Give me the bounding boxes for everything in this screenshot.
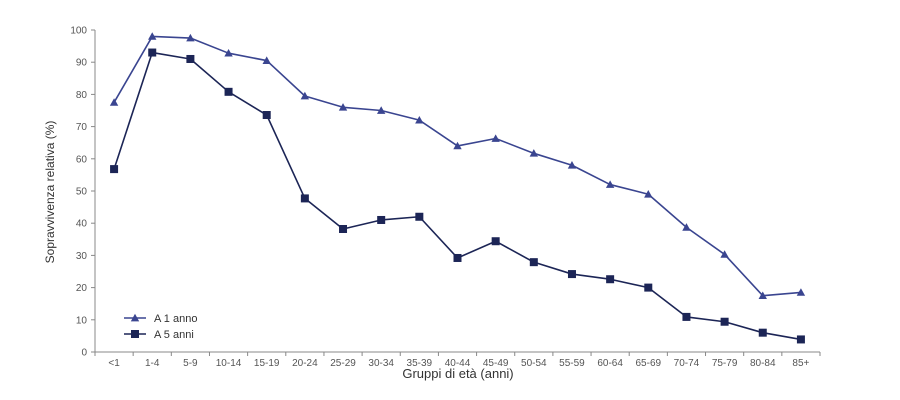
axes [94,30,820,353]
x-tick-label: 10-14 [216,358,242,369]
y-tick-label: 80 [76,90,88,101]
data-point [262,56,271,64]
data-point [377,215,386,224]
data-point [720,317,729,326]
data-point [300,194,309,203]
triangle-marker-icon [130,313,140,322]
y-tick-label: 10 [76,315,88,326]
data-point [186,33,195,42]
x-tick-label: 70-74 [674,358,700,369]
series-layer [109,32,806,344]
data-point [567,270,576,279]
data-point [376,106,386,114]
x-tick-label: 40-44 [445,358,471,369]
data-point [262,111,271,120]
y-tick-label: 100 [70,26,87,37]
data-point [529,149,539,157]
y-tick-label: 90 [76,58,88,69]
data-point [186,54,195,63]
series-2 [110,48,805,344]
data-point [300,91,310,100]
x-tick-label: 45-49 [483,358,509,369]
y-tick-label: 30 [76,251,88,262]
x-tick-label: 20-24 [292,358,318,369]
x-tick-label: 85+ [792,358,809,369]
series-line [113,51,802,341]
x-axis-title: Gruppi di età (anni) [402,366,513,381]
data-point [339,224,348,233]
x-tick-label: 25-29 [330,358,356,369]
data-point [644,283,653,292]
legend-label: A 5 anni [154,329,194,341]
y-tick-label: 60 [76,154,88,165]
x-tick-label: 30-34 [368,358,394,369]
x-tick-label: 75-79 [712,358,738,369]
data-point [491,134,500,142]
data-point [415,115,424,124]
x-tick-label: 1-4 [145,358,160,369]
data-point [796,288,806,296]
data-point [110,165,119,174]
data-point [453,141,462,150]
x-tick-label: 55-59 [559,358,585,369]
data-point [720,250,729,258]
data-point [415,212,424,221]
data-point [109,98,119,106]
x-tick-label: <1 [108,358,120,369]
data-point [148,32,157,40]
data-point [224,48,233,57]
x-tick-label: 5-9 [183,358,198,369]
x-tick-label: 50-54 [521,358,547,369]
y-tick-label: 40 [76,219,88,230]
data-point [644,190,653,198]
y-tick-label: 0 [81,348,87,359]
data-point [605,180,615,188]
legend-item: A 5 anni [124,329,194,341]
x-tick-label: 65-69 [636,358,662,369]
y-tick-label: 70 [76,122,88,133]
data-point [338,103,348,111]
data-point [682,223,691,231]
data-point [796,335,805,344]
y-axis-title: Sopravvivenza relativa (%) [43,121,57,264]
data-point [682,312,691,321]
legend-item: A 1 anno [124,313,197,325]
x-tick-label: 15-19 [254,358,280,369]
data-point [491,237,500,246]
data-point [529,258,538,267]
series-1 [109,32,806,300]
data-point [567,161,577,169]
x-tick-label: 35-39 [407,358,433,369]
data-point [758,328,767,337]
x-ticks: <1 1-4 5-9 10-14 15-19 20-24 25-29 30-34 35-39 40… [94,352,821,369]
legend: A 1 anno A 5 anni [124,313,197,341]
legend-label: A 1 anno [154,313,197,325]
y-tick-label: 50 [76,187,88,198]
x-tick-label: 80-84 [750,358,776,369]
data-point [453,253,462,262]
data-point [148,48,157,57]
square-marker-icon [131,330,139,338]
y-tick-label: 20 [76,283,88,294]
data-point [224,87,233,96]
y-ticks: 0 10 20 30 40 50 60 70 80 90 100 [70,26,95,359]
x-tick-label: 60-64 [597,358,623,369]
data-point [758,291,767,300]
data-point [606,275,615,284]
